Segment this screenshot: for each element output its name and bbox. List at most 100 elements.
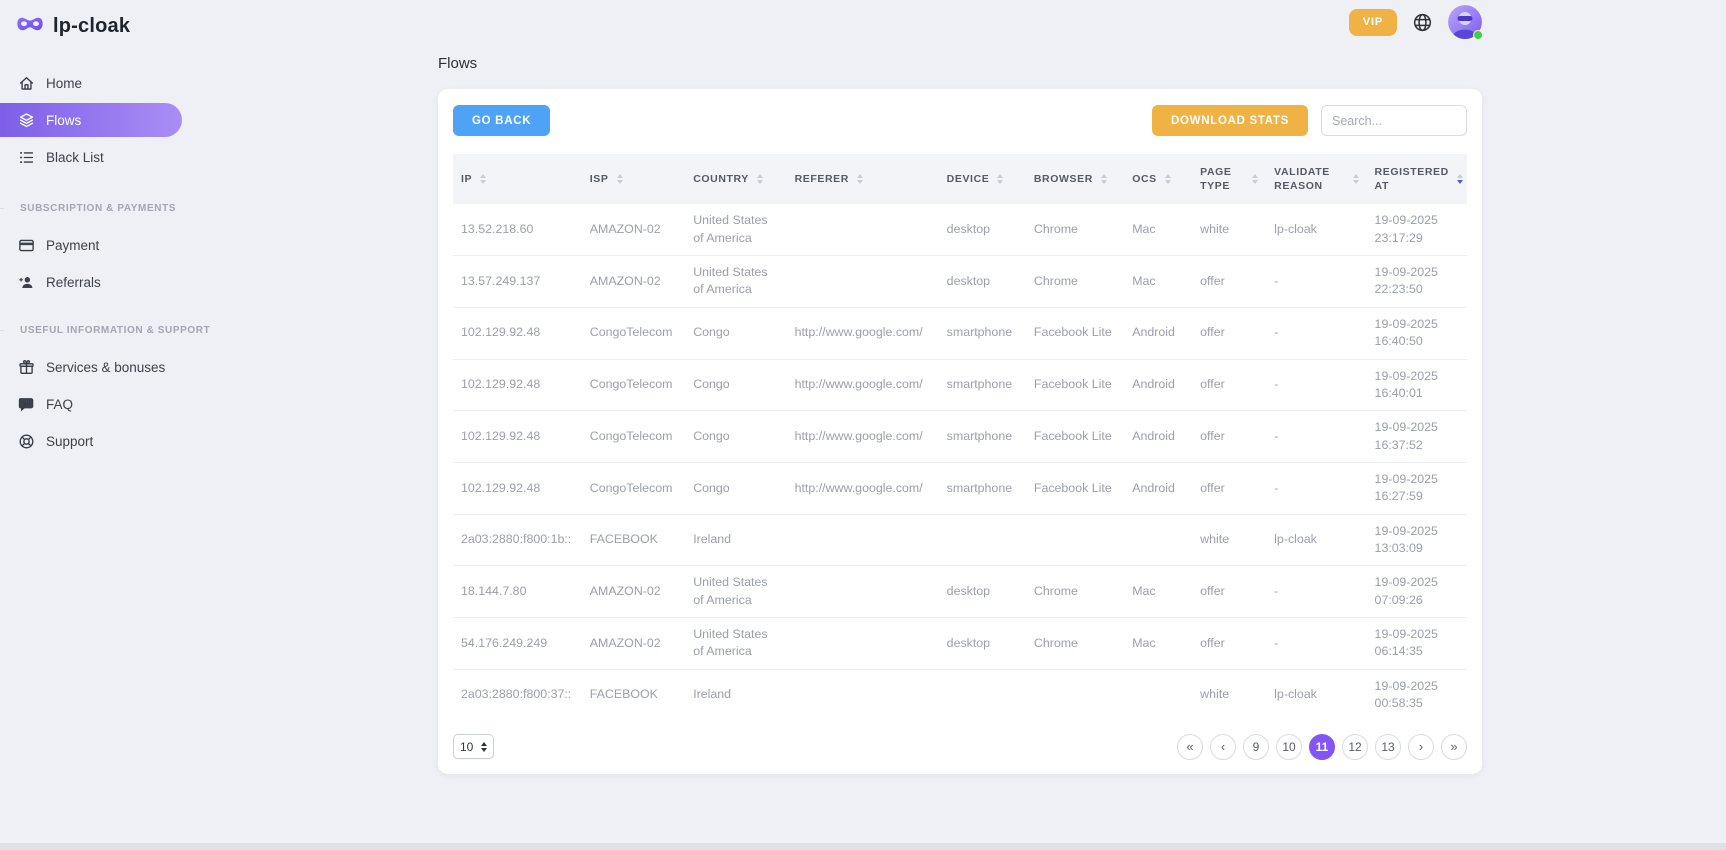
cell-isp: FACEBOOK <box>589 532 658 547</box>
sidebar-item-flows[interactable]: Flows <box>0 103 182 137</box>
cell-isp: AMAZON-02 <box>589 222 661 237</box>
cell-validate-reason: - <box>1274 273 1279 288</box>
sidebar-item-home[interactable]: Home <box>0 66 200 100</box>
pager: « ‹ 9 10 11 12 13 › » <box>1177 733 1467 760</box>
cell-browser <box>1026 669 1124 720</box>
sidebar-item-referrals[interactable]: Referrals <box>0 265 200 299</box>
cell-browser <box>1026 514 1124 566</box>
cell-ocs: Mac <box>1132 222 1156 237</box>
cell-registered-at: 19-09-2025 07:09:26 <box>1374 575 1438 607</box>
cell-browser: Facebook Lite <box>1033 325 1112 340</box>
pagination: 10 « ‹ 9 10 11 12 13 › » <box>453 733 1467 760</box>
online-status-dot <box>1473 30 1483 40</box>
cell-ip: 54.176.249.249 <box>461 635 548 650</box>
sidebar: lp-cloak Home Flows Black List SUBSCRIPTIO… <box>0 0 210 850</box>
column-header-device[interactable]: DEVICE <box>938 154 1026 205</box>
first-page-button[interactable]: « <box>1177 733 1203 760</box>
vip-button[interactable]: VIP <box>1349 8 1397 36</box>
cell-isp: AMAZON-02 <box>589 584 661 599</box>
sidebar-item-label: Black List <box>46 149 104 165</box>
faq-icon: ?! <box>17 395 35 413</box>
sidebar-item-label: FAQ <box>46 396 74 412</box>
globe-icon[interactable] <box>1412 12 1433 33</box>
sidebar-item-faq[interactable]: ?! FAQ <box>0 387 200 421</box>
cell-country: Congo <box>693 377 730 392</box>
payment-icon <box>17 236 35 254</box>
cell-validate-reason: - <box>1274 584 1279 599</box>
sidebar-item-black-list[interactable]: Black List <box>0 140 200 174</box>
cell-country: United States of America <box>693 627 768 659</box>
cell-ip: 102.129.92.48 <box>461 377 541 392</box>
cell-country: United States of America <box>693 575 768 607</box>
sidebar-item-support[interactable]: Support <box>0 424 200 458</box>
cell-isp: CongoTelecom <box>589 377 673 392</box>
download-stats-button[interactable]: DOWNLOAD STATS <box>1152 105 1308 136</box>
cell-page-type: offer <box>1200 480 1225 495</box>
cell-isp: CongoTelecom <box>589 428 673 443</box>
search-input[interactable] <box>1321 105 1467 136</box>
main-content: Flows GO BACK DOWNLOAD STATS IPISPCOUNTR… <box>200 0 1726 850</box>
sidebar-item-label: Home <box>46 75 83 91</box>
black-list-icon <box>17 148 35 166</box>
brand[interactable]: lp-cloak <box>0 10 200 42</box>
column-header-registered-at[interactable]: REGISTERED AT <box>1366 154 1467 205</box>
sidebar-item-payment[interactable]: Payment <box>0 228 200 262</box>
column-header-country[interactable]: COUNTRY <box>685 154 787 205</box>
cell-ocs <box>1124 669 1192 720</box>
page-button-12[interactable]: 12 <box>1342 733 1368 760</box>
sidebar-item-label: Support <box>46 433 94 449</box>
next-page-button[interactable]: › <box>1408 733 1434 760</box>
column-header-validate-reason[interactable]: VALIDATE REASON <box>1266 154 1367 205</box>
go-back-button[interactable]: GO BACK <box>453 105 551 136</box>
card-toolbar: GO BACK DOWNLOAD STATS <box>453 105 1467 136</box>
page-button-9[interactable]: 9 <box>1243 733 1269 760</box>
page-title: Flows <box>438 55 478 72</box>
sort-icon <box>1352 174 1359 185</box>
cell-ocs: Android <box>1132 325 1175 340</box>
cell-page-type: white <box>1200 687 1230 702</box>
cell-country: Congo <box>693 325 730 340</box>
cell-registered-at: 19-09-2025 13:03:09 <box>1374 523 1438 556</box>
sort-icon <box>1164 174 1171 185</box>
column-header-referer[interactable]: REFERER <box>786 154 939 205</box>
column-header-isp[interactable]: ISP <box>581 154 686 205</box>
page-button-10[interactable]: 10 <box>1276 733 1302 760</box>
column-header-page-type[interactable]: PAGE TYPE <box>1192 154 1267 205</box>
cell-page-type: offer <box>1200 584 1225 599</box>
cell-country: Congo <box>693 428 730 443</box>
column-header-ip[interactable]: IP <box>453 154 582 205</box>
sidebar-item-services-bonuses[interactable]: Services & bonuses <box>0 350 200 384</box>
cell-ip: 18.144.7.80 <box>461 584 527 599</box>
cell-device: smartphone <box>946 480 1013 495</box>
topbar: VIP <box>1349 5 1483 40</box>
prev-page-button[interactable]: ‹ <box>1210 733 1236 760</box>
cell-validate-reason: lp-cloak <box>1274 222 1317 237</box>
column-header-browser[interactable]: BROWSER <box>1025 154 1125 205</box>
sidebar-item-label: Flows <box>46 112 82 128</box>
cell-country: Ireland <box>693 687 732 702</box>
cell-isp: FACEBOOK <box>589 687 658 702</box>
support-icon <box>17 432 35 450</box>
page-button-11[interactable]: 11 <box>1309 733 1335 760</box>
cell-registered-at: 19-09-2025 23:17:29 <box>1374 213 1438 245</box>
cell-page-type: offer <box>1200 635 1225 650</box>
cell-page-type: offer <box>1200 325 1225 340</box>
table-row: 102.129.92.48 CongoTelecom Congo http://www… <box>453 410 1467 463</box>
cell-registered-at: 19-09-2025 16:40:01 <box>1374 368 1438 400</box>
cell-ip: 102.129.92.48 <box>461 480 541 495</box>
page-button-13[interactable]: 13 <box>1375 733 1401 760</box>
cell-ip: 2a03:2880:f800:1b:: <box>461 532 572 547</box>
cell-referer: http://www.google.com/ <box>794 480 923 495</box>
mask-icon <box>15 14 45 39</box>
page-size-select[interactable]: 10 <box>453 734 494 760</box>
cell-ocs <box>1124 514 1192 566</box>
cell-ip: 102.129.92.48 <box>461 428 541 443</box>
last-page-button[interactable]: » <box>1441 733 1467 760</box>
sort-icon <box>856 174 863 185</box>
column-header-ocs[interactable]: OCS <box>1124 154 1193 205</box>
cell-browser: Chrome <box>1033 584 1078 599</box>
avatar[interactable] <box>1448 5 1483 40</box>
table-row: 54.176.249.249 AMAZON-02 United States of … <box>453 617 1467 670</box>
cell-browser: Chrome <box>1033 222 1078 237</box>
cell-validate-reason: lp-cloak <box>1274 687 1317 702</box>
